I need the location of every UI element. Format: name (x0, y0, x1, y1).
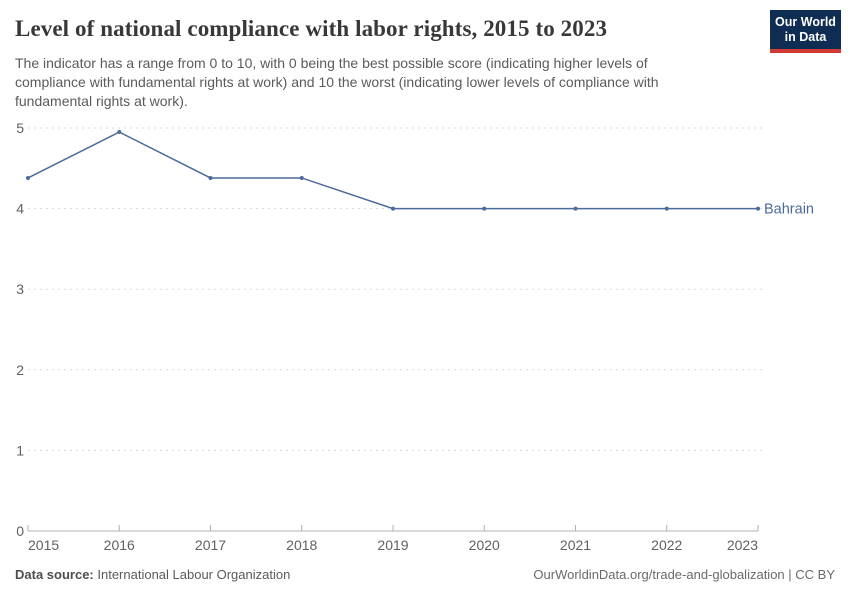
series-label[interactable]: Bahrain (764, 202, 814, 218)
data-point[interactable] (664, 206, 669, 211)
axis-layer: 0 1 2 3 4 5 2015 2016 2017 2018 2019 2020 2021 2022 20… (16, 120, 759, 553)
y-tick-label: 4 (16, 201, 24, 217)
data-source: Data source: International Labour Organi… (15, 567, 290, 582)
y-tick-label: 5 (16, 120, 24, 136)
attribution-link[interactable]: OurWorldinData.org/trade-and-globalizati… (533, 567, 785, 582)
data-point[interactable] (391, 206, 395, 211)
y-tick-label: 1 (16, 442, 24, 458)
x-tick-label: 2023 (727, 537, 758, 553)
x-tick-label: 2020 (469, 537, 500, 553)
x-tick-label: 2022 (651, 537, 682, 553)
data-point[interactable] (208, 175, 213, 180)
y-tick-label: 2 (16, 362, 24, 378)
data-point[interactable] (482, 206, 487, 211)
license-label: | CC BY (784, 567, 835, 582)
data-point[interactable] (756, 206, 760, 211)
owid-logo-line2: in Data (784, 30, 827, 44)
grid-layer (28, 127, 762, 532)
chart-title: Level of national compliance with labor … (15, 16, 608, 41)
x-tick-label: 2015 (28, 537, 59, 553)
owid-logo-line1: Our World (775, 15, 836, 29)
data-point[interactable] (573, 206, 578, 211)
chart-subtitle: The indicator has a range from 0 to 10, … (15, 55, 659, 109)
series-line[interactable] (27, 131, 758, 210)
y-tick-label: 0 (16, 523, 24, 539)
x-tick-label: 2021 (560, 537, 591, 553)
x-tick-label: 2018 (286, 537, 317, 553)
y-tick-label: 3 (16, 281, 24, 297)
data-point[interactable] (117, 130, 122, 135)
x-tick-label: 2019 (377, 537, 408, 553)
x-tick-label: 2017 (195, 537, 226, 553)
data-point[interactable] (299, 175, 304, 180)
owid-logo[interactable]: Our World in Data (770, 10, 841, 53)
data-point[interactable] (26, 175, 30, 180)
footer: Data source: International Labour Organi… (15, 567, 835, 582)
x-tick-label: 2016 (104, 537, 135, 553)
attribution: OurWorldinData.org/trade-and-globalizati… (533, 567, 835, 582)
data-source-value: International Labour Organization (93, 567, 291, 582)
series-layer (26, 130, 760, 211)
data-source-label: Data source: (15, 567, 94, 582)
